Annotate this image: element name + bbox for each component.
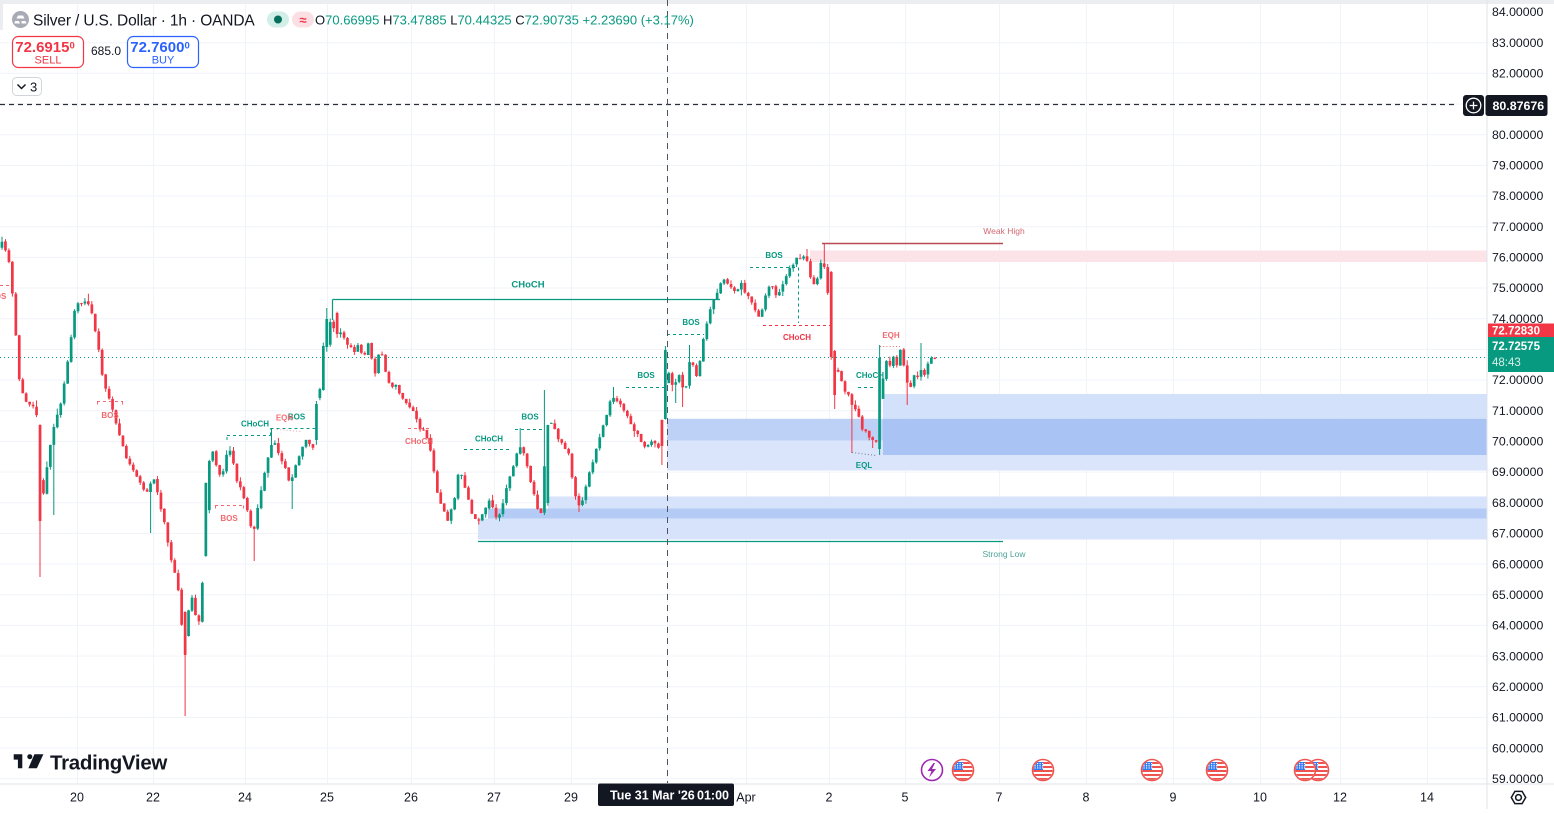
svg-text:EQH: EQH xyxy=(882,331,900,340)
svg-text:2: 2 xyxy=(826,791,833,805)
svg-text:BUY: BUY xyxy=(152,55,175,67)
svg-text:CHoCH: CHoCH xyxy=(405,437,433,446)
svg-text:80.87676: 80.87676 xyxy=(1493,99,1545,113)
svg-text:BOS: BOS xyxy=(288,413,306,422)
svg-text:68.00000: 68.00000 xyxy=(1492,496,1543,510)
svg-text:70.00000: 70.00000 xyxy=(1492,435,1543,449)
svg-text:75.00000: 75.00000 xyxy=(1492,281,1543,295)
svg-text:27: 27 xyxy=(487,791,501,805)
svg-text:685.0: 685.0 xyxy=(91,44,121,58)
svg-text:71.00000: 71.00000 xyxy=(1492,404,1543,418)
svg-text:BOS: BOS xyxy=(521,413,539,422)
svg-text:64.00000: 64.00000 xyxy=(1492,619,1543,633)
svg-text:O70.66995 H73.47885 L70.44325: O70.66995 H73.47885 L70.44325 C72.90735 … xyxy=(315,13,694,28)
svg-text:72.00000: 72.00000 xyxy=(1492,373,1543,387)
svg-text:TradingView: TradingView xyxy=(50,752,167,775)
svg-text:65.00000: 65.00000 xyxy=(1492,588,1543,602)
svg-text:83.00000: 83.00000 xyxy=(1492,36,1543,50)
svg-text:79.00000: 79.00000 xyxy=(1492,159,1543,173)
svg-text:BOS: BOS xyxy=(637,371,655,380)
svg-text:78.00000: 78.00000 xyxy=(1492,189,1543,203)
svg-text:26: 26 xyxy=(404,791,418,805)
svg-text:CHoCH: CHoCH xyxy=(241,420,269,429)
svg-text:CHoCH: CHoCH xyxy=(475,435,503,444)
svg-text:25: 25 xyxy=(320,791,334,805)
svg-text:EQL: EQL xyxy=(856,461,873,470)
svg-text:CHoCH: CHoCH xyxy=(783,333,811,342)
svg-text:BOS: BOS xyxy=(765,251,783,260)
svg-text:14: 14 xyxy=(1420,791,1434,805)
svg-text:10: 10 xyxy=(1253,791,1267,805)
svg-text:82.00000: 82.00000 xyxy=(1492,67,1543,81)
svg-text:59.00000: 59.00000 xyxy=(1492,772,1543,786)
svg-text:62.00000: 62.00000 xyxy=(1492,680,1543,694)
svg-text:7: 7 xyxy=(996,791,1003,805)
svg-text:BOS: BOS xyxy=(101,411,119,420)
svg-text:48:43: 48:43 xyxy=(1492,357,1521,369)
svg-text:BOS: BOS xyxy=(682,318,700,327)
svg-text:SELL: SELL xyxy=(35,55,62,67)
svg-text:72.69150: 72.69150 xyxy=(15,39,75,56)
svg-text:8: 8 xyxy=(1083,791,1090,805)
svg-text:CHoCH: CHoCH xyxy=(511,280,544,291)
svg-text:20: 20 xyxy=(70,791,84,805)
svg-text:Tue 31 Mar '26: Tue 31 Mar '26 xyxy=(610,789,695,803)
svg-text:77.00000: 77.00000 xyxy=(1492,220,1543,234)
svg-text:12: 12 xyxy=(1333,791,1347,805)
svg-text:CHoCH: CHoCH xyxy=(856,371,884,380)
svg-text:24: 24 xyxy=(238,791,252,805)
svg-text:22: 22 xyxy=(146,791,160,805)
svg-text:BOS: BOS xyxy=(0,292,7,301)
svg-text:5: 5 xyxy=(902,791,909,805)
svg-text:Weak High: Weak High xyxy=(983,226,1025,236)
svg-text:Strong Low: Strong Low xyxy=(983,549,1027,559)
svg-text:69.00000: 69.00000 xyxy=(1492,465,1543,479)
svg-text:72.72575: 72.72575 xyxy=(1492,341,1541,353)
svg-text:BOS: BOS xyxy=(220,514,238,523)
svg-text:Silver / U.S. Dollar · 1h · OA: Silver / U.S. Dollar · 1h · OANDA xyxy=(33,13,255,30)
svg-text:76.00000: 76.00000 xyxy=(1492,251,1543,265)
svg-text:60.00000: 60.00000 xyxy=(1492,741,1543,755)
svg-text:67.00000: 67.00000 xyxy=(1492,527,1543,541)
svg-text:66.00000: 66.00000 xyxy=(1492,557,1543,571)
svg-text:9: 9 xyxy=(1170,791,1177,805)
svg-text:EQH: EQH xyxy=(276,414,294,423)
svg-text:72.72830: 72.72830 xyxy=(1492,326,1540,338)
svg-text:80.00000: 80.00000 xyxy=(1492,128,1543,142)
svg-text:84.00000: 84.00000 xyxy=(1492,5,1543,19)
svg-text:3: 3 xyxy=(30,80,37,95)
svg-text:63.00000: 63.00000 xyxy=(1492,649,1543,663)
svg-text:74.00000: 74.00000 xyxy=(1492,312,1543,326)
svg-text:Apr: Apr xyxy=(736,791,755,805)
svg-text:29: 29 xyxy=(564,791,578,805)
svg-text:72.76000: 72.76000 xyxy=(130,39,190,56)
svg-text:61.00000: 61.00000 xyxy=(1492,711,1543,725)
svg-text:01:00: 01:00 xyxy=(697,789,729,803)
svg-text:≈: ≈ xyxy=(299,13,306,28)
